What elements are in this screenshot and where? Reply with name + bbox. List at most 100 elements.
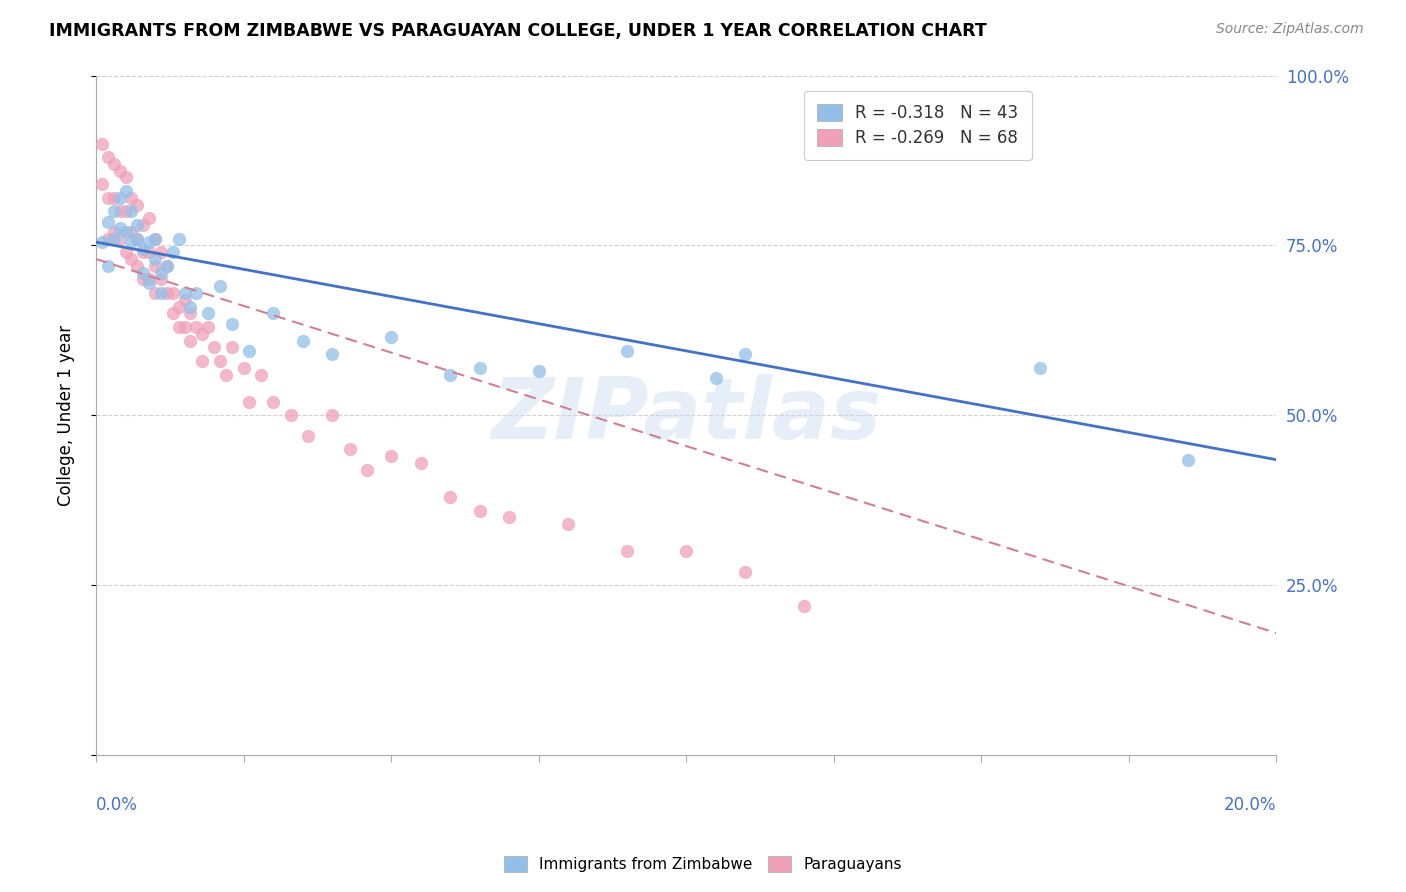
Point — [97, 191, 120, 205]
Point — [173, 286, 195, 301]
Point — [149, 286, 172, 301]
Point — [120, 225, 142, 239]
Point — [734, 565, 756, 579]
Text: Source: ZipAtlas.com: Source: ZipAtlas.com — [1216, 22, 1364, 37]
Text: IMMIGRANTS FROM ZIMBABWE VS PARAGUAYAN COLLEGE, UNDER 1 YEAR CORRELATION CHART: IMMIGRANTS FROM ZIMBABWE VS PARAGUAYAN C… — [49, 22, 987, 40]
Point — [114, 170, 136, 185]
Point — [114, 204, 136, 219]
Point — [108, 163, 131, 178]
Point — [468, 503, 491, 517]
Point — [250, 368, 273, 382]
Point — [90, 136, 112, 151]
Point — [162, 286, 184, 301]
Point — [202, 341, 225, 355]
Point — [143, 286, 166, 301]
Point — [167, 232, 190, 246]
Legend: R = -0.318   N = 43, R = -0.269   N = 68: R = -0.318 N = 43, R = -0.269 N = 68 — [804, 91, 1032, 161]
Point — [90, 178, 112, 192]
Point — [143, 232, 166, 246]
Point — [127, 232, 149, 246]
Point — [108, 204, 131, 219]
Text: 0.0%: 0.0% — [96, 797, 138, 814]
Point — [103, 157, 125, 171]
Point — [186, 320, 208, 334]
Point — [97, 215, 120, 229]
Point — [97, 259, 120, 273]
Point — [132, 272, 155, 286]
Point — [162, 306, 184, 320]
Text: ZIPatlas: ZIPatlas — [491, 374, 882, 457]
Point — [173, 293, 195, 307]
Point — [120, 235, 142, 249]
Point — [179, 306, 201, 320]
Point — [321, 409, 343, 423]
Text: 20.0%: 20.0% — [1223, 797, 1277, 814]
Point — [221, 341, 243, 355]
Point — [191, 326, 214, 341]
Point — [191, 354, 214, 368]
Point — [1177, 452, 1199, 467]
Point — [179, 334, 201, 348]
Point — [108, 191, 131, 205]
Point — [238, 394, 260, 409]
Point — [339, 442, 361, 457]
Point — [262, 306, 284, 320]
Point — [114, 245, 136, 260]
Point — [297, 429, 319, 443]
Point — [127, 232, 149, 246]
Point — [156, 259, 179, 273]
Point — [215, 368, 238, 382]
Point — [90, 235, 112, 249]
Point — [138, 276, 160, 290]
Point — [380, 330, 402, 344]
Point — [221, 317, 243, 331]
Point — [127, 259, 149, 273]
Point — [143, 232, 166, 246]
Legend: Immigrants from Zimbabwe, Paraguayans: Immigrants from Zimbabwe, Paraguayans — [496, 848, 910, 880]
Point — [356, 463, 378, 477]
Point — [167, 300, 190, 314]
Point — [167, 320, 190, 334]
Point — [439, 490, 461, 504]
Point — [156, 259, 179, 273]
Point — [557, 517, 579, 532]
Point — [103, 232, 125, 246]
Point — [132, 242, 155, 256]
Point — [120, 191, 142, 205]
Point — [138, 245, 160, 260]
Point — [127, 197, 149, 211]
Point — [238, 343, 260, 358]
Point — [97, 232, 120, 246]
Point — [208, 279, 231, 293]
Point — [162, 245, 184, 260]
Point — [132, 245, 155, 260]
Point — [108, 232, 131, 246]
Point — [143, 252, 166, 266]
Point — [527, 364, 550, 378]
Point — [138, 235, 160, 249]
Point — [138, 272, 160, 286]
Point — [127, 218, 149, 232]
Point — [186, 286, 208, 301]
Point — [291, 334, 314, 348]
Point — [108, 221, 131, 235]
Point — [793, 599, 815, 613]
Point — [114, 184, 136, 198]
Point — [149, 245, 172, 260]
Point — [197, 320, 219, 334]
Point — [498, 510, 520, 524]
Point — [149, 266, 172, 280]
Point — [103, 204, 125, 219]
Point — [179, 300, 201, 314]
Point — [120, 204, 142, 219]
Point — [103, 191, 125, 205]
Point — [616, 544, 638, 558]
Point — [103, 225, 125, 239]
Point — [734, 347, 756, 361]
Point — [97, 150, 120, 164]
Point — [197, 306, 219, 320]
Point — [1029, 360, 1052, 375]
Point — [280, 409, 302, 423]
Point — [321, 347, 343, 361]
Point — [616, 343, 638, 358]
